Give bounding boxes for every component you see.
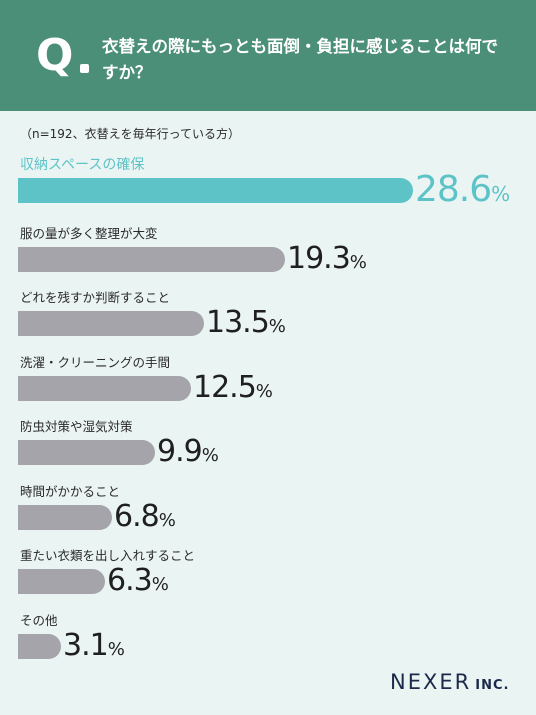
value-label: 12.5%: [193, 369, 273, 405]
brand-name: NEXER: [390, 670, 472, 694]
category-label: どれを残すか判断すること: [20, 290, 171, 305]
sample-note: （n=192、衣替えを毎年行っている方）: [20, 127, 240, 141]
question-header: Q 衣替えの際にもっとも面倒・負担に感じることは何ですか？: [0, 0, 536, 111]
value-number: 19.3: [287, 240, 351, 276]
value-number: 28.6: [415, 169, 492, 210]
value-unit: %: [107, 638, 125, 660]
value-number: 6.8: [114, 498, 160, 534]
bar: [18, 504, 112, 530]
value-unit: %: [201, 445, 219, 466]
bar: [18, 633, 61, 659]
category-label: 洗濯・クリーニングの手間: [20, 354, 171, 370]
q-dot: [80, 64, 89, 73]
category-label: 服の量が多く整理が大変: [20, 225, 158, 241]
value-unit: %: [158, 509, 176, 531]
value-unit: %: [151, 574, 169, 595]
value-number: 9.9: [157, 434, 203, 469]
bar: [18, 569, 105, 594]
value-label: 6.3%: [107, 566, 169, 596]
value-number: 3.1: [63, 627, 109, 663]
category-label: 収納スペースの確保: [20, 157, 145, 173]
bar: [18, 375, 191, 401]
q-mark: Q: [36, 30, 74, 81]
value-number: 12.5: [193, 369, 257, 405]
value-label: 13.5%: [206, 308, 286, 338]
value-label: 3.1%: [63, 627, 125, 663]
bar: [18, 178, 413, 203]
bar: [18, 440, 155, 465]
value-unit: %: [491, 182, 511, 206]
value-label: 28.6%: [415, 172, 510, 208]
bar: [18, 311, 204, 336]
brand-suffix: INC.: [475, 678, 510, 693]
question-text: 衣替えの際にもっとも面倒・負担に感じることは何ですか？: [102, 37, 498, 82]
value-number: 13.5: [206, 305, 270, 340]
brand-logo: NEXER INC.: [390, 672, 509, 693]
category-label: 重たい衣類を出し入れすること: [20, 548, 196, 563]
value-label: 6.8%: [114, 498, 176, 534]
value-number: 6.3: [107, 563, 153, 598]
value-unit: %: [268, 316, 286, 337]
value-label: 19.3%: [287, 240, 367, 276]
category-label: 防虫対策や湿気対策: [20, 419, 133, 434]
bar: [18, 246, 285, 272]
value-unit: %: [255, 380, 273, 402]
value-label: 9.9%: [157, 437, 219, 467]
category-label: 時間がかかること: [20, 483, 121, 499]
category-label: その他: [20, 612, 58, 628]
value-unit: %: [349, 251, 367, 273]
